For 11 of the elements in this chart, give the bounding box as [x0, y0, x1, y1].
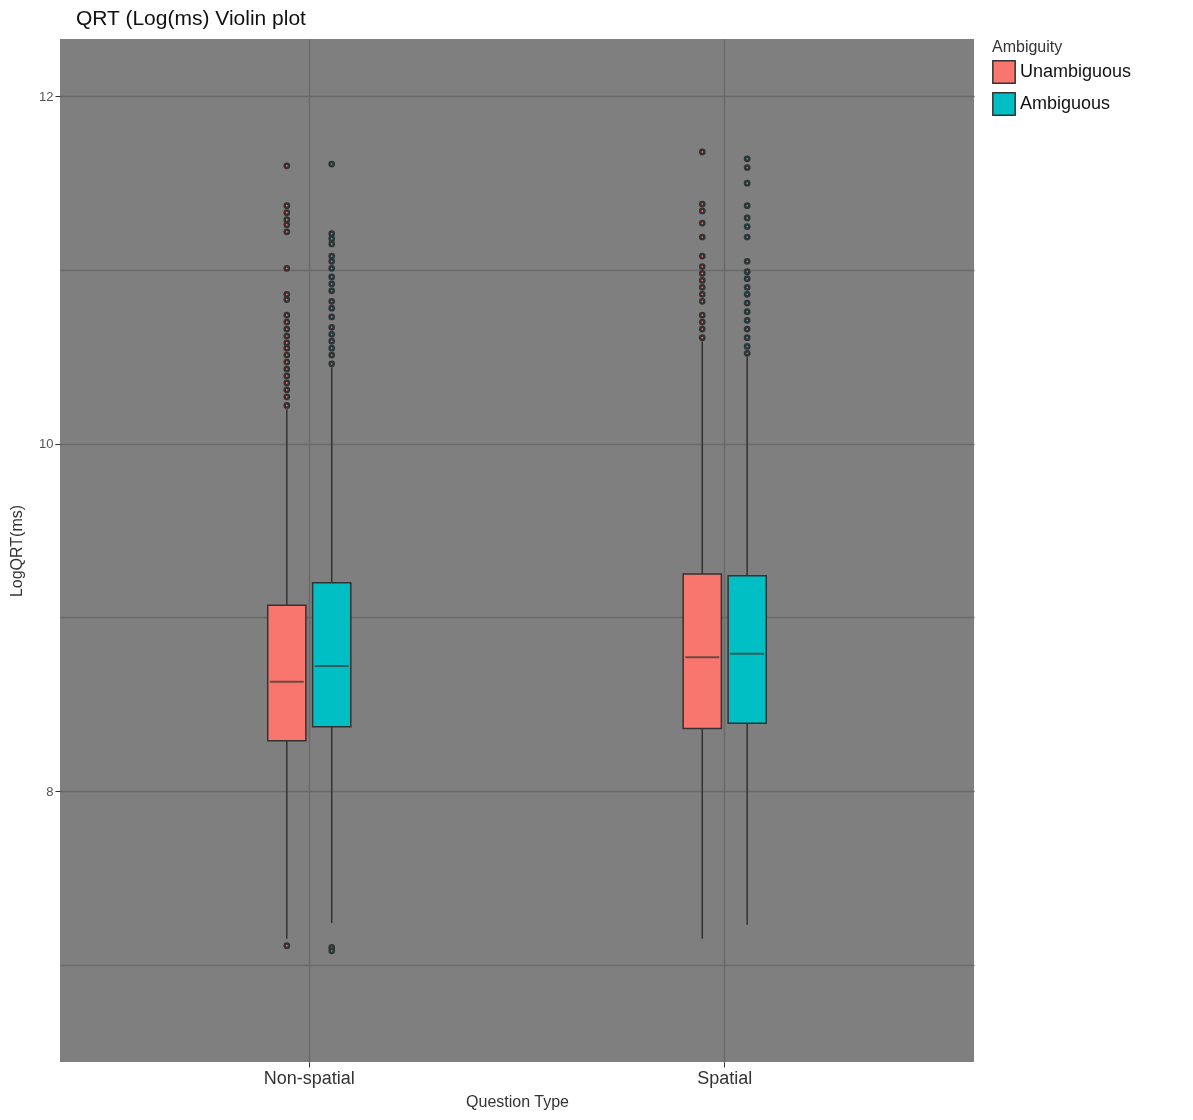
- x-tick-label: Spatial: [697, 1067, 753, 1088]
- legend-title: Ambiguity: [992, 38, 1063, 55]
- x-tick-label: Non-spatial: [263, 1067, 355, 1088]
- y-tick-label: 10: [39, 436, 54, 452]
- y-axis-title: LogQRT(ms): [8, 504, 26, 598]
- y-tick-label: 12: [39, 88, 54, 104]
- legend-label: Unambiguous: [1020, 61, 1132, 81]
- y-tick-label: 8: [46, 783, 54, 799]
- chart-title: QRT (Log(ms) Violin plot: [76, 6, 307, 29]
- legend-label: Ambiguous: [1020, 93, 1111, 113]
- x-axis-title: Question Type: [466, 1092, 570, 1110]
